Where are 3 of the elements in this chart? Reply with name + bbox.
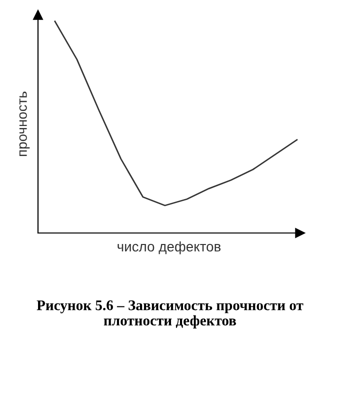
y-axis-title: прочность [19,92,30,156]
text: Рисунок 5.6 – Зависимость прочности от плотности дефектов [36,300,304,328]
x-axis-title: число дефектов [118,241,221,254]
